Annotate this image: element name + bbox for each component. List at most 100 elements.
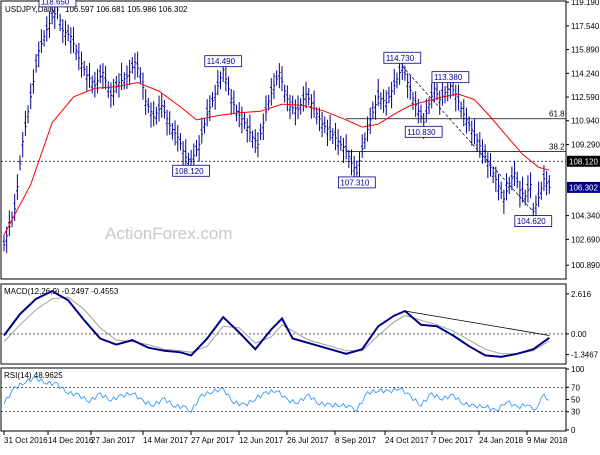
price-bar <box>352 155 356 181</box>
price-bar <box>494 166 498 192</box>
price-bar <box>98 64 102 84</box>
price-bar <box>168 111 172 135</box>
price-bar <box>304 81 308 109</box>
price-bar <box>371 101 375 119</box>
price-bar <box>50 7 54 25</box>
macd-signal-line <box>3 296 550 355</box>
price-bar <box>82 60 86 77</box>
price-bar <box>288 94 292 120</box>
price-bar <box>13 193 16 222</box>
price-bar <box>232 90 236 115</box>
price-bar <box>163 99 166 119</box>
price-bar <box>286 85 289 112</box>
price-bar <box>358 151 361 178</box>
price-bar <box>318 107 321 132</box>
price-trend-line <box>402 66 534 212</box>
price-bar <box>526 175 530 203</box>
price-bar <box>283 84 286 103</box>
price-bar <box>248 114 252 142</box>
price-bar <box>5 226 8 254</box>
price-bar <box>497 173 500 201</box>
callout-label: 114.490 <box>207 57 236 66</box>
price-bar <box>529 172 532 199</box>
price-bar <box>539 181 543 200</box>
price-bar <box>275 70 278 86</box>
price-bar <box>467 116 471 132</box>
price-bar <box>499 181 503 199</box>
price-bar <box>34 53 38 73</box>
price-bar <box>376 78 380 107</box>
price-bar <box>216 70 220 96</box>
price-bar <box>131 57 134 74</box>
price-bar <box>77 42 81 71</box>
price-bar <box>144 88 147 115</box>
price-bar <box>197 134 201 162</box>
price-bar <box>331 128 335 145</box>
rsi-y-tick-label: 70 <box>571 383 580 392</box>
price-bar <box>470 120 474 146</box>
price-bar <box>272 73 276 100</box>
price-bar <box>149 102 153 128</box>
macd-y-tick-label: 2.616 <box>571 290 592 299</box>
price-bar <box>205 99 209 127</box>
price-bar <box>176 124 180 152</box>
price-bar <box>505 173 508 201</box>
rsi-y-tick-label: 100 <box>571 365 585 374</box>
price-bar <box>334 122 337 151</box>
rsi-layer <box>1 376 566 413</box>
price-bar <box>406 73 409 99</box>
callout-108.120: 108.120 <box>172 164 210 177</box>
price-bar <box>270 78 273 106</box>
price-bar <box>264 95 268 122</box>
price-bar <box>211 92 214 108</box>
x-tick-label: 31 Oct 2016 <box>4 436 48 445</box>
price-bar <box>64 20 67 46</box>
price-layer: 61.8 38.2 118.650 114.490 114.730 113.380 110.… <box>1 0 600 254</box>
price-y-tick-label: 115.890 <box>571 46 600 55</box>
price-bar <box>128 59 131 85</box>
price-bar <box>489 152 492 177</box>
price-bar <box>328 114 332 141</box>
x-tick-label: 14 Mar 2017 <box>143 436 188 445</box>
price-bar <box>253 129 257 153</box>
price-bar <box>96 68 99 94</box>
price-bar <box>336 129 340 156</box>
price-bar <box>112 78 115 106</box>
callout-113.380: 113.380 <box>431 71 470 84</box>
price-bar <box>53 4 57 29</box>
level-box <box>567 155 600 167</box>
price-y-tick-label: 102.690 <box>571 235 600 244</box>
fib-label-1: 38.2 <box>549 143 565 152</box>
price-bar <box>521 176 524 203</box>
callout-label: 114.730 <box>386 54 415 63</box>
price-bar <box>299 98 303 115</box>
price-bar <box>462 99 466 127</box>
price-bar <box>48 11 51 38</box>
price-bar <box>515 171 519 189</box>
price-bar <box>8 210 11 237</box>
price-bar <box>350 149 353 176</box>
moving-average-line <box>3 81 550 236</box>
price-bar <box>347 150 351 169</box>
callout-118.650: 118.650 <box>38 0 77 8</box>
x-tick-label: 7 Dec 2017 <box>432 436 473 445</box>
price-bar <box>173 120 177 146</box>
ohlc-header: 106.597 106.681 105.986 106.302 <box>65 5 188 14</box>
price-bar <box>507 176 511 194</box>
price-bar <box>152 101 155 127</box>
price-bar <box>213 84 217 110</box>
x-tick-label: 8 Sep 2017 <box>335 436 376 445</box>
rsi-line <box>3 376 550 413</box>
macd-y-tick-label: -1.3467 <box>571 351 599 360</box>
price-bar <box>24 110 27 136</box>
price-bar <box>438 90 442 115</box>
level-box-label: 108.120 <box>569 157 598 166</box>
price-y-tick-label: 110.940 <box>571 117 600 126</box>
price-bar <box>136 51 139 78</box>
price-bar <box>101 63 105 89</box>
price-bar <box>368 107 372 135</box>
price-bar <box>179 133 182 151</box>
callout-107.310: 107.310 <box>337 176 376 189</box>
price-bar <box>227 76 230 96</box>
price-bar <box>296 95 300 120</box>
